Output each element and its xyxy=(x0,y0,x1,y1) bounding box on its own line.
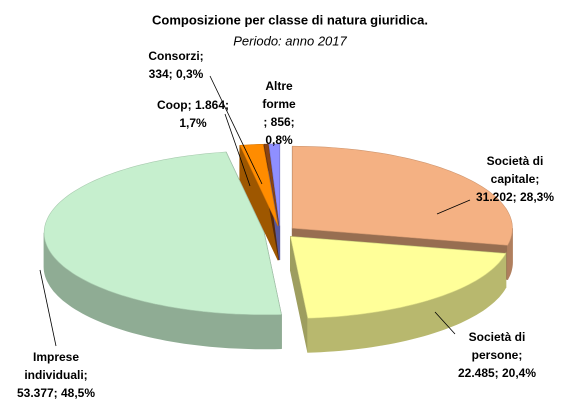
data-label: Coop; 1.864; xyxy=(157,98,229,112)
leader-line xyxy=(434,311,456,335)
slice xyxy=(292,145,513,246)
slice xyxy=(43,151,282,315)
slice xyxy=(290,236,507,319)
chart-subtitle: Periodo: anno 2017 xyxy=(233,33,347,48)
leader-line xyxy=(39,269,57,347)
slice xyxy=(263,143,280,227)
leader-line xyxy=(209,75,263,185)
chart-title: Composizione per classe di natura giurid… xyxy=(152,12,428,27)
leader-line xyxy=(436,199,471,215)
data-label: ; 856; xyxy=(263,115,294,129)
data-label: 22.485; 20,4% xyxy=(458,366,536,380)
leader-line xyxy=(224,113,251,187)
data-label: Altre xyxy=(265,79,293,93)
data-label: 31.202; 28,3% xyxy=(476,190,554,204)
data-label: Società di xyxy=(469,330,526,344)
data-label: forme xyxy=(262,97,296,111)
data-label: capitale; xyxy=(491,172,540,186)
data-label: 1,7% xyxy=(179,116,207,130)
data-label: 334; 0,3% xyxy=(149,67,204,81)
slice xyxy=(239,143,279,227)
data-label: Società di xyxy=(487,154,544,168)
slice xyxy=(268,143,280,227)
data-label: individuali; xyxy=(24,368,87,382)
data-label: 53.377; 48,5% xyxy=(17,386,95,400)
data-label: 0,8% xyxy=(265,133,293,147)
data-label: persone; xyxy=(472,348,523,362)
data-label: Imprese xyxy=(33,350,79,364)
data-label: Consorzi; xyxy=(148,49,203,63)
